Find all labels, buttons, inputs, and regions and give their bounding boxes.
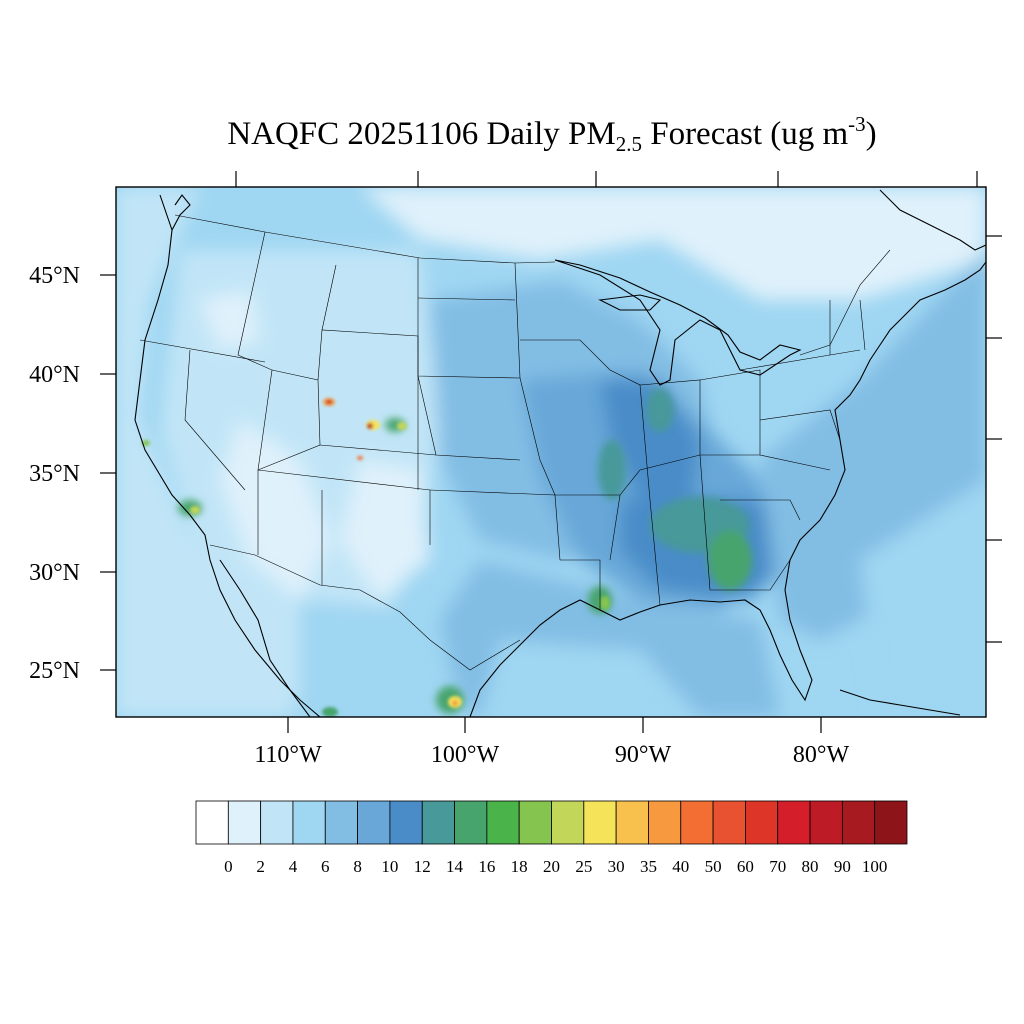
title-prefix: NAQFC 20251106 Daily PM (227, 116, 616, 152)
colorbar-swatch (745, 800, 779, 845)
state-borders (139, 214, 891, 671)
colorbar-label: 0 (224, 857, 233, 876)
right-axis-ticks (986, 235, 1002, 643)
title-subscript: 2.5 (615, 132, 642, 156)
colorbar-swatch (292, 800, 326, 845)
lon-label-80w: 80°W (793, 742, 850, 768)
lat-label-35: 35°N (29, 461, 80, 487)
colorbar-label: 100 (862, 857, 888, 876)
colorbar-swatch (421, 800, 455, 845)
colorbar-swatch (712, 800, 746, 845)
colorbar-label: 14 (446, 857, 464, 876)
lat-label-45: 45°N (29, 263, 80, 289)
title-suffix: ) (865, 116, 877, 152)
colorbar-swatch (777, 800, 811, 845)
lon-label-110w: 110°W (254, 742, 322, 768)
colorbar-swatch (615, 800, 649, 845)
longitude-labels: 110°W 100°W 90°W 80°W (254, 742, 849, 768)
lat-label-25: 25°N (29, 658, 80, 684)
map-frame (115, 186, 987, 718)
colorbar-swatch (227, 800, 262, 845)
lat-label-40: 40°N (29, 362, 80, 388)
colorbar-swatch (357, 800, 391, 845)
lon-label-90w: 90°W (615, 742, 672, 768)
title-superscript: -3 (848, 112, 866, 136)
colorbar-label: 16 (478, 857, 495, 876)
colorbar-label: 4 (289, 857, 298, 876)
colorbar-swatch (454, 800, 488, 845)
colorbar-label: 50 (705, 857, 722, 876)
colorbar-label: 6 (321, 857, 330, 876)
latitude-labels: 45°N 40°N 35°N 30°N 25°N (29, 263, 80, 684)
colorbar-labels: 0 2 4 6 8 10 12 14 16 18 20 25 30 35 40 50 60 70 80 90 100 (224, 857, 887, 876)
left-axis-ticks (100, 274, 116, 671)
colorbar-label: 60 (737, 857, 754, 876)
lat-label-30: 30°N (29, 560, 80, 586)
colorbar-label: 80 (802, 857, 819, 876)
colorbar-swatch (195, 800, 229, 845)
top-axis-ticks (235, 171, 978, 187)
colorbar-swatch (551, 800, 585, 845)
colorbar-label: 2 (256, 857, 265, 876)
colorbar-label: 8 (353, 857, 362, 876)
title-middle: Forecast (ug m (641, 116, 849, 152)
colorbar-label: 30 (608, 857, 625, 876)
lon-label-100w: 100°W (431, 742, 500, 768)
colorbar-swatch (583, 800, 617, 845)
colorbar-swatch (260, 800, 294, 845)
colorbar-swatch (648, 800, 682, 845)
colorbar-swatch (841, 800, 876, 845)
smoothed-concentration-shading (116, 187, 986, 717)
colorbar-label: 18 (511, 857, 528, 876)
concentration-field (116, 187, 986, 717)
colorbar-swatch (809, 800, 843, 845)
colorbar-label: 90 (834, 857, 851, 876)
colorbar-label: 25 (575, 857, 592, 876)
colorbar-label: 12 (414, 857, 431, 876)
bottom-axis-ticks (287, 717, 822, 733)
colorbar-label: 35 (640, 857, 657, 876)
colorbar-label: 40 (672, 857, 689, 876)
colorbar-swatch (324, 800, 358, 845)
colorbar-label: 20 (543, 857, 560, 876)
colorbar-label: 10 (381, 857, 398, 876)
colorbar (195, 800, 908, 845)
colorbar-swatch (680, 800, 714, 845)
high-concentration-spots (142, 398, 610, 717)
map-title: NAQFC 20251106 Daily PM2.5 Forecast (ug … (0, 112, 1024, 156)
colorbar-swatch (486, 800, 520, 845)
colorbar-label: 70 (769, 857, 786, 876)
colorbar-swatch (874, 800, 908, 845)
coastlines (134, 189, 986, 717)
colorbar-swatch (518, 800, 552, 845)
colorbar-swatch (389, 800, 423, 845)
